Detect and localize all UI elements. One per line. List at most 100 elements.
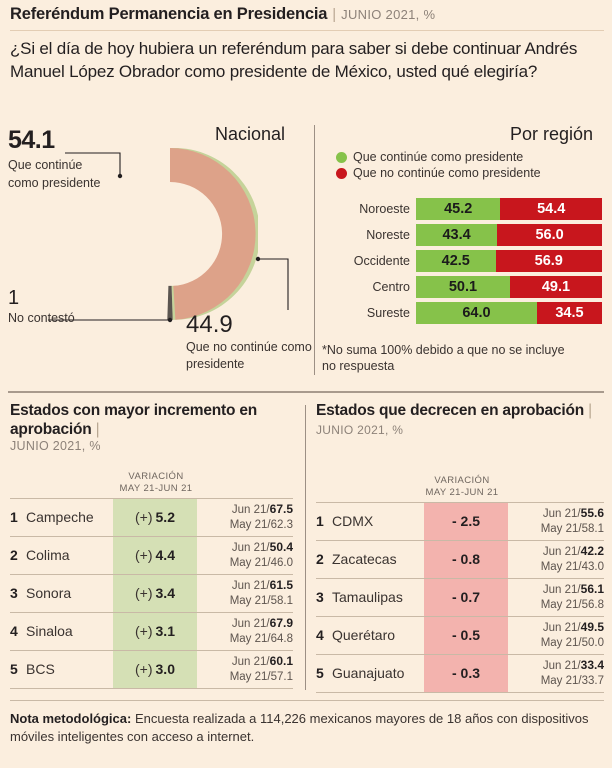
row-detail: Jun 21/49.5 May 21/50.0 [508,617,604,654]
legend-dot-green-icon [336,151,347,163]
table-increase-title: Estados con mayor incremento en aprobaci… [10,402,293,439]
footnote-rule [10,700,604,701]
row-may: May 21/46.0 [229,557,293,570]
region-name: Noroeste [359,202,410,216]
row-detail: Jun 21/55.6 May 21/58.1 [508,503,604,540]
middle-horizontal-divider [8,391,604,393]
region-bar-chart: Noroeste 45.2 54.4 Noreste 43.4 56.0 Occidente… [322,198,602,328]
row-jun: Jun 21/49.5 [542,619,604,634]
row-rank: 2 [316,551,324,568]
table-row: 2 Colima (+) 4.4 Jun 21/50.4 May 21/46.0 [10,535,293,574]
legend-label-not-continue: Que no continúe como presidente [353,166,541,180]
row-may: May 21/43.0 [540,561,604,574]
row-rank: 1 [10,509,18,526]
row-detail: Jun 21/60.1 May 21/57.1 [197,651,293,688]
row-variation: (+) 4.4 [113,536,197,574]
row-variation-value: 3.0 [155,661,175,678]
region-bars: 45.2 54.4 [416,198,602,220]
row-variation-sign: (+) [135,547,153,564]
row-jun: Jun 21/67.5 [231,501,293,516]
var-header-line1: VARIACIÓN [434,475,490,487]
row-variation-sign: (+) [135,509,153,526]
table-decrease-title-text: Estados que decrecen en aprobación [316,402,584,419]
row-detail: Jun 21/50.4 May 21/46.0 [197,537,293,574]
row-jun: Jun 21/67.9 [231,615,293,630]
row-state-name: Querétaro [332,627,396,644]
region-row: Noreste 43.4 56.0 [322,224,602,246]
var-header-line2: MAY 21-JUN 21 [425,487,499,499]
row-rank: 3 [10,585,18,602]
row-may: May 21/33.7 [540,675,604,688]
var-header-line2: MAY 21-JUN 21 [119,483,193,495]
row-variation-sign: (+) [135,661,153,678]
national-donut-chart [82,148,258,320]
survey-question: ¿Si el día de hoy hubiera un referéndum … [10,39,578,81]
methodology-note-text: Encuesta realizada a 114,226 mexicanos m… [10,711,589,745]
region-bar-not-continue: 34.5 [536,302,602,324]
callout-no-answer: 1 No contestó [8,288,88,327]
region-bar-not-continue: 56.0 [497,224,602,246]
row-variation-value: - 0.7 [451,589,480,606]
methodology-note-label: Nota metodológica: [10,711,132,726]
row-may: May 21/57.1 [229,671,293,684]
row-state-name: CDMX [332,513,374,530]
table-row: 3 Tamaulipas - 0.7 Jun 21/56.1 May 21/56.8 [316,577,604,616]
header-date: JUNIO 2021, % [341,7,436,22]
table-row: 2 Zacatecas - 0.8 Jun 21/42.2 May 21/43.0 [316,539,604,578]
legend-item-continue: Que continúe como presidente [336,150,541,164]
var-header-line1: VARIACIÓN [128,471,184,483]
region-bar-continue: 45.2 [416,198,501,220]
row-jun: Jun 21/61.5 [231,577,293,592]
row-may: May 21/58.1 [229,595,293,608]
region-bar-not-continue: 49.1 [509,276,602,298]
row-may: May 21/58.1 [540,523,604,536]
row-variation-sign: (+) [135,585,153,602]
donut-svg [167,148,258,320]
table-increase: Estados con mayor incremento en aprobaci… [10,402,293,689]
row-rank: 1 [316,513,324,530]
table-row: 4 Querétaro - 0.5 Jun 21/49.5 May 21/50.0 [316,615,604,654]
row-jun: Jun 21/55.6 [542,505,604,520]
region-name: Occidente [353,254,410,268]
callout-leader-lines [48,152,289,323]
donut-slice-no-answer [167,285,173,320]
table-row: 5 BCS (+) 3.0 Jun 21/60.1 May 21/57.1 [10,649,293,689]
row-detail: Jun 21/56.1 May 21/56.8 [508,579,604,616]
callout-not-continue: 44.9 Que no continúe como presidente [186,313,318,373]
table-row: 4 Sinaloa (+) 3.1 Jun 21/67.9 May 21/64.8 [10,611,293,650]
callout-not-continue-label: Que no continúe como presidente [186,340,312,371]
region-bar-continue: 43.4 [416,224,498,246]
row-rank: 3 [316,589,324,606]
region-bar-continue: 64.0 [416,302,537,324]
row-variation-value: 4.4 [155,547,175,564]
table-decrease-rows: 1 CDMX - 2.5 Jun 21/55.6 May 21/58.1 2 Zacatec… [316,501,604,693]
row-variation: - 0.8 [424,540,508,578]
row-state-name: Tamaulipas [332,589,403,606]
row-variation-value: - 2.5 [451,513,480,530]
region-bar-not-continue: 54.4 [500,198,602,220]
callout-continue: 54.1 Que continúe como presidente [8,128,106,192]
row-state-name: BCS [26,661,55,678]
row-may: May 21/64.8 [229,633,293,646]
row-may: May 21/56.8 [540,599,604,612]
region-row: Noroeste 45.2 54.4 [322,198,602,220]
row-detail: Jun 21/33.4 May 21/33.7 [508,655,604,692]
table-decrease: Estados que decrecen en aprobación | JUN… [316,402,604,693]
row-may: May 21/50.0 [540,637,604,650]
region-row: Occidente 42.5 56.9 [322,250,602,272]
row-rank: 5 [316,665,324,682]
table-row: 1 CDMX - 2.5 Jun 21/55.6 May 21/58.1 [316,501,604,540]
callout-no-answer-value: 1 [8,287,20,309]
row-variation: (+) 3.1 [113,612,197,650]
region-name: Centro [372,280,410,294]
row-jun: Jun 21/56.1 [542,581,604,596]
legend-dot-red-icon [336,167,347,179]
table-row: 5 Guanajuato - 0.3 Jun 21/33.4 May 21/33.7 [316,653,604,693]
table-increase-var-header: VARIACIÓN MAY 21-JUN 21 [114,471,198,495]
row-variation: - 0.3 [424,654,508,692]
callout-not-continue-value: 44.9 [186,311,233,338]
row-jun: Jun 21/60.1 [231,653,293,668]
table-decrease-date: JUNIO 2021, % [316,422,404,437]
region-bar-not-continue: 56.9 [495,250,602,272]
